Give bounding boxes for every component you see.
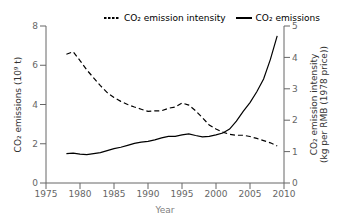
svg-text:2000: 2000	[205, 189, 228, 199]
svg-text:1995: 1995	[171, 189, 194, 199]
svg-text:8: 8	[32, 21, 38, 31]
html-text:CO₂ emissions: CO₂ emissions	[255, 12, 320, 23]
svg-text:2: 2	[32, 139, 38, 149]
svg-text:Year: Year	[154, 205, 174, 215]
svg-text:1975: 1975	[35, 189, 58, 199]
svg-text:2005: 2005	[239, 189, 262, 199]
svg-text:1990: 1990	[137, 189, 160, 199]
svg-text:5: 5	[292, 21, 298, 31]
svg-text:CO₂ emission intensity(kg per: CO₂ emission intensity(kg per RMB (1978 …	[309, 46, 329, 163]
svg-text:1: 1	[292, 147, 298, 157]
svg-text:6: 6	[32, 60, 38, 70]
svg-text:4: 4	[292, 53, 298, 63]
svg-text:2: 2	[292, 115, 298, 125]
svg-text:0: 0	[292, 178, 298, 188]
svg-text:1980: 1980	[69, 189, 92, 199]
svg-text:CO₂ emissions (10⁹ t): CO₂ emissions (10⁹ t)	[13, 57, 23, 153]
svg-text:0: 0	[32, 178, 38, 188]
svg-text:4: 4	[32, 100, 38, 110]
html-text:CO₂ emission intensity: CO₂ emission intensity	[124, 12, 226, 23]
svg-text:1985: 1985	[103, 189, 126, 199]
svg-text:2010: 2010	[273, 189, 296, 199]
svg-text:3: 3	[292, 84, 298, 94]
